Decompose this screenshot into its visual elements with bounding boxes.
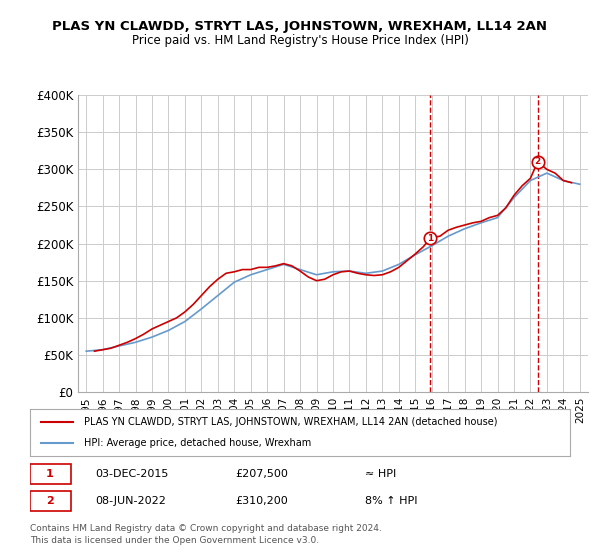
Text: This data is licensed under the Open Government Licence v3.0.: This data is licensed under the Open Gov… [30,536,319,545]
Text: 1: 1 [427,234,434,242]
Text: HPI: Average price, detached house, Wrexham: HPI: Average price, detached house, Wrex… [84,438,311,448]
Text: 08-JUN-2022: 08-JUN-2022 [95,496,166,506]
FancyBboxPatch shape [30,491,71,511]
Text: 8% ↑ HPI: 8% ↑ HPI [365,496,418,506]
FancyBboxPatch shape [30,464,71,484]
Text: PLAS YN CLAWDD, STRYT LAS, JOHNSTOWN, WREXHAM, LL14 2AN (detached house): PLAS YN CLAWDD, STRYT LAS, JOHNSTOWN, WR… [84,417,497,427]
Text: 2: 2 [535,157,541,166]
Text: 03-DEC-2015: 03-DEC-2015 [95,469,168,479]
Text: 1: 1 [46,469,54,479]
Text: ≈ HPI: ≈ HPI [365,469,396,479]
Text: £310,200: £310,200 [235,496,288,506]
Text: £207,500: £207,500 [235,469,288,479]
Text: 2: 2 [46,496,54,506]
Text: Contains HM Land Registry data © Crown copyright and database right 2024.: Contains HM Land Registry data © Crown c… [30,524,382,533]
Text: PLAS YN CLAWDD, STRYT LAS, JOHNSTOWN, WREXHAM, LL14 2AN: PLAS YN CLAWDD, STRYT LAS, JOHNSTOWN, WR… [53,20,548,32]
Point [425,234,435,242]
Text: Price paid vs. HM Land Registry's House Price Index (HPI): Price paid vs. HM Land Registry's House … [131,34,469,46]
Point [533,157,542,166]
